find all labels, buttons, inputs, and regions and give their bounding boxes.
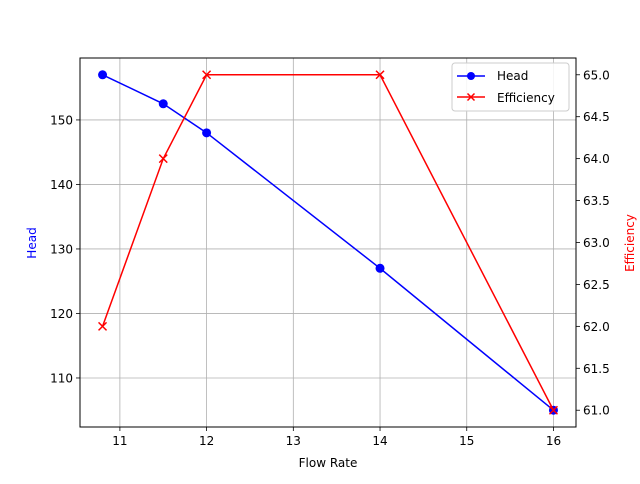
data-point-x-icon: [98, 321, 108, 331]
y-right-tick-label: 64.5: [583, 110, 610, 124]
y-left-tick-label: 140: [50, 178, 73, 192]
x-tick-label: 13: [286, 434, 301, 448]
y-right-tick-label: 61.5: [583, 362, 610, 376]
data-point-circle-icon: [375, 263, 385, 273]
y-axis-right-label: Efficiency: [623, 214, 637, 272]
data-point-circle-icon: [158, 99, 168, 109]
series-line-efficiency: [101, 74, 555, 411]
y-right-tick-label: 65.0: [583, 68, 610, 82]
y-axis-left-label: Head: [25, 227, 39, 258]
x-tick-label: 15: [459, 434, 474, 448]
y-left-tick-label: 150: [50, 113, 73, 127]
y-left-tick-label: 130: [50, 242, 73, 256]
y-left-tick-label: 120: [50, 307, 73, 321]
series-lines: [98, 70, 558, 415]
y-right-tick-label: 62.0: [583, 320, 610, 334]
y-right-tick-label: 63.5: [583, 194, 610, 208]
y-axis-right-ticks: 61.0 61.5 62.0 62.5 63.0 63.5 64.0 64.5 65.0: [576, 68, 610, 418]
y-right-tick-label: 61.0: [583, 404, 610, 418]
series-line-head: [102, 74, 554, 411]
y-right-tick-label: 63.0: [583, 236, 610, 250]
y-axis-left-ticks: 110 120 130 140 150: [50, 113, 80, 385]
x-tick-label: 12: [199, 434, 214, 448]
legend-efficiency-label: Efficiency: [497, 91, 555, 105]
data-point-circle-icon: [98, 70, 108, 80]
legend-efficiency-marker-icon: [466, 92, 476, 102]
x-tick-label: 11: [112, 434, 127, 448]
data-point-circle-icon: [202, 128, 212, 138]
legend-head-label: Head: [497, 69, 528, 83]
legend: Head Efficiency: [451, 62, 570, 112]
plot-frame: [79, 57, 577, 428]
x-axis-ticks: 11 12 13 14 15 16: [112, 427, 561, 448]
y-right-tick-label: 62.5: [583, 278, 610, 292]
legend-box: [451, 62, 570, 112]
y-right-tick-label: 64.0: [583, 152, 610, 166]
legend-head-marker-icon: [467, 72, 475, 80]
x-tick-label: 16: [546, 434, 561, 448]
data-point-x-icon: [158, 154, 168, 164]
y-left-tick-label: 110: [50, 371, 73, 385]
x-tick-label: 14: [372, 434, 387, 448]
x-axis-label: Flow Rate: [299, 456, 358, 470]
data-point-x-icon: [202, 70, 212, 80]
data-point-x-icon: [375, 70, 385, 80]
grid-lines: [80, 58, 576, 427]
data-point-x-icon: [548, 405, 558, 415]
